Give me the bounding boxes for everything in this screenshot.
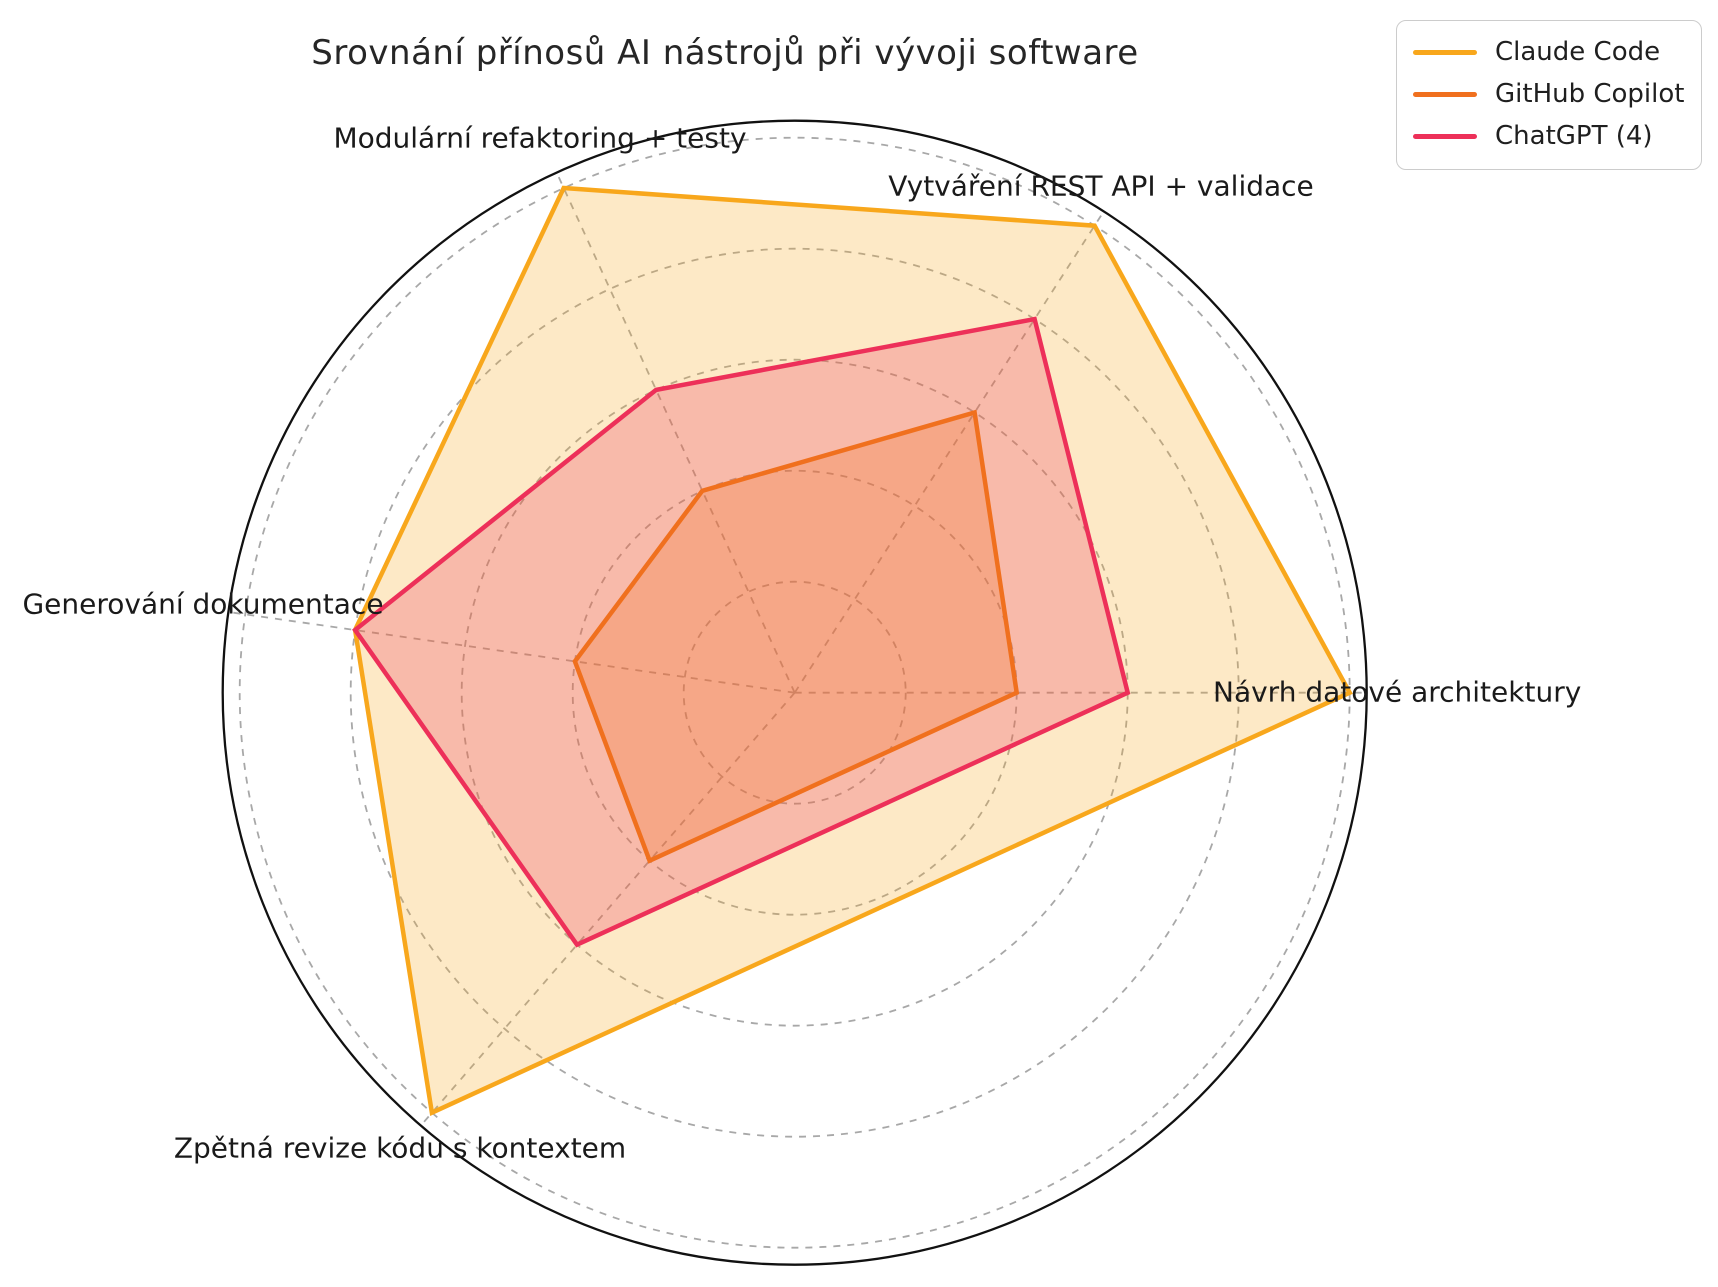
series-polygon-chatgpt-4 (352, 316, 1131, 948)
chart-title: Srovnání přínosů AI nástrojů při vývoji … (311, 33, 1139, 73)
legend-swatch-0 (1413, 49, 1477, 55)
axis-label-0: Návrh datové architektury (1213, 676, 1581, 709)
axis-spoke-1 (793, 214, 1103, 694)
axis-spoke-2 (557, 175, 796, 694)
legend-swatch-2 (1413, 133, 1477, 139)
polar-spine (221, 119, 1368, 1266)
axis-spoke-4 (422, 692, 796, 1124)
axis-label-3: Generování dokumentace (22, 588, 383, 621)
legend-row-github-copilot: GitHub Copilot (1413, 73, 1685, 115)
legend-row-chatgpt-4: ChatGPT (4) (1413, 115, 1685, 157)
legend-row-claude-code: Claude Code (1413, 31, 1685, 73)
axis-spoke-3 (232, 611, 795, 694)
axis-label-1: Vytváření REST API + validace (888, 170, 1314, 203)
series-polygon-claude-code (352, 185, 1353, 1116)
legend-swatch-1 (1413, 91, 1477, 97)
legend: Claude Code GitHub Copilot ChatGPT (4) (1396, 20, 1702, 170)
grid-ring-8 (349, 247, 1240, 1138)
grid-ring-2 (682, 580, 907, 805)
legend-label-github-copilot: GitHub Copilot (1495, 79, 1685, 109)
axis-label-4: Zpětná revize kódu s kontextem (174, 1132, 626, 1165)
legend-label-chatgpt-4: ChatGPT (4) (1495, 121, 1653, 151)
legend-label-claude-code: Claude Code (1495, 37, 1661, 67)
axis-label-2: Modulární refaktoring + testy (333, 122, 746, 155)
series-polygon-github-copilot (572, 409, 1020, 864)
